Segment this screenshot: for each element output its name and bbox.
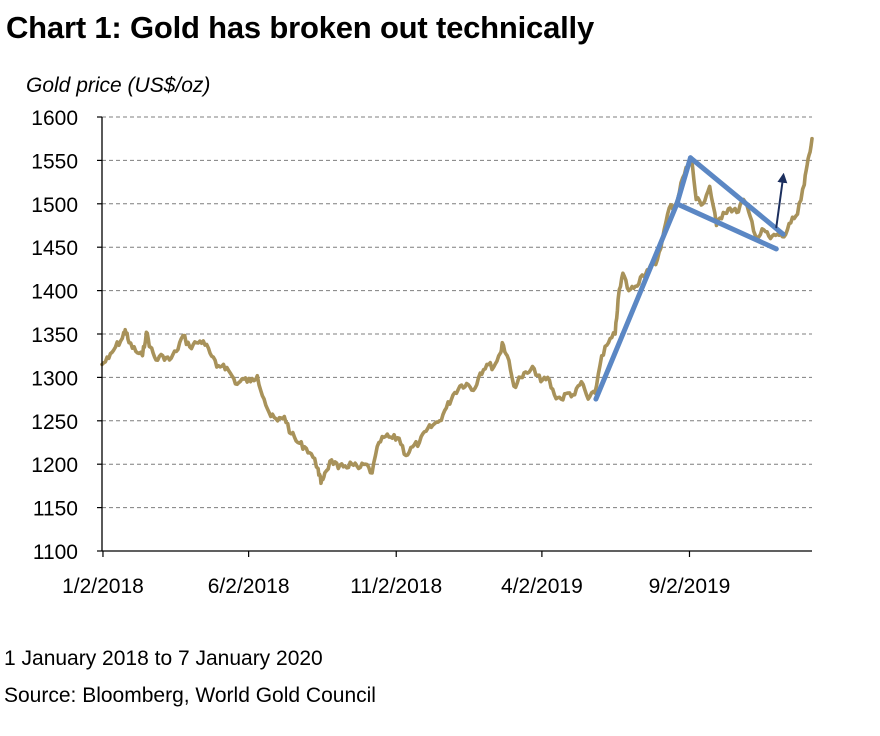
y-tick-label-1600: 1600	[31, 107, 78, 130]
x-tick-label-4/2/2019: 4/2/2019	[501, 575, 583, 598]
y-tick-label-1250: 1250	[31, 411, 78, 434]
trendline-3	[687, 155, 786, 237]
y-tick-label-1500: 1500	[31, 194, 78, 217]
chart-title: Chart 1: Gold has broken out technically	[6, 10, 594, 45]
trendline-4	[674, 201, 779, 252]
y-tick-label-1400: 1400	[31, 281, 78, 304]
gold-price-series-line	[100, 136, 814, 486]
series-layer	[100, 136, 814, 486]
gold-price-chart: Gold price (US$/oz) 1100 1150 1200 1250 1300…	[26, 74, 814, 598]
y-tick-label-1450: 1450	[31, 237, 78, 260]
y-axis-label: Gold price (US$/oz)	[26, 74, 210, 97]
y-tick-label-1100: 1100	[33, 541, 78, 564]
y-tick-label-1150: 1150	[33, 498, 78, 521]
x-tick-label-6/2/2018: 6/2/2018	[208, 575, 290, 598]
annotations	[593, 155, 788, 402]
trendline-1	[593, 201, 680, 402]
y-tick-label-1300: 1300	[31, 367, 78, 390]
date-range-footnote: 1 January 2018 to 7 January 2020	[4, 647, 323, 670]
axes: 1100 1150 1200 1250 1300 1350 1400 1450 1500 1550…	[31, 107, 812, 598]
x-tick-label-1/2/2018: 1/2/2018	[62, 575, 144, 598]
source-note: Source: Bloomberg, World Gold Council	[4, 684, 376, 707]
gridlines	[102, 116, 812, 509]
trendline-2	[674, 155, 693, 207]
y-tick-label-1200: 1200	[31, 454, 78, 477]
x-tick-label-11/2/2018: 11/2/2018	[350, 575, 442, 598]
y-tick-label-1350: 1350	[31, 324, 78, 347]
breakout-arrow	[775, 172, 788, 229]
x-tick-label-9/2/2019: 9/2/2019	[649, 575, 731, 598]
y-tick-label-1550: 1550	[31, 150, 78, 173]
